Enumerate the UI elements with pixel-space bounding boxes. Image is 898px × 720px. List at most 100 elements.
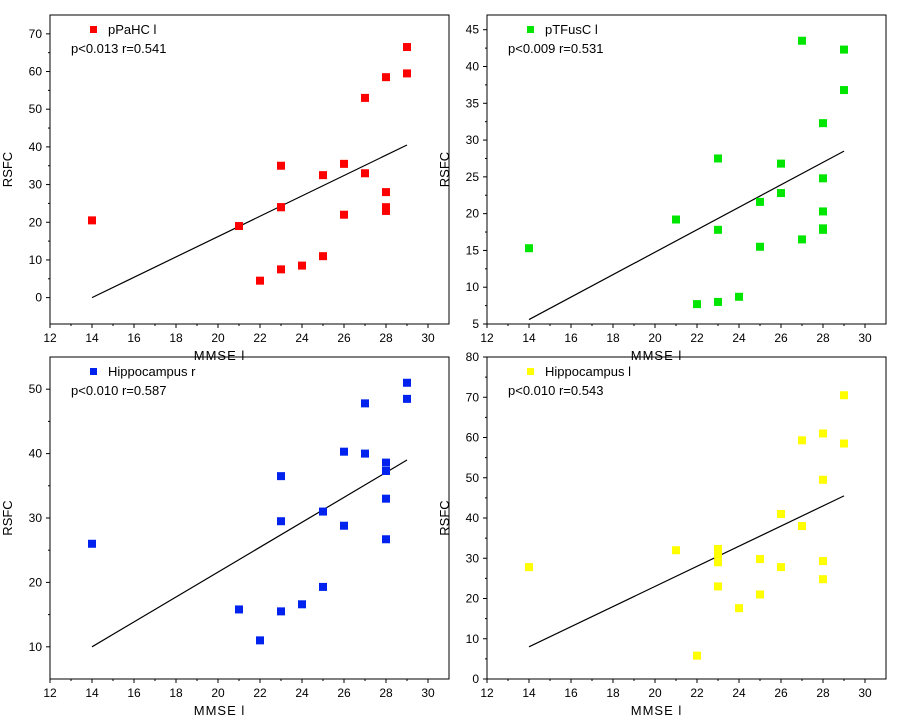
y-tick-label: 5 xyxy=(472,317,479,331)
y-axis-title: RSFC xyxy=(437,500,452,535)
data-point xyxy=(361,93,369,102)
fit-line xyxy=(91,459,408,648)
data-point xyxy=(382,206,390,215)
legend-label: pPaHC l xyxy=(108,22,157,37)
legend-label: pTFusC l xyxy=(545,22,598,37)
x-tick-label: 22 xyxy=(690,686,704,700)
data-point xyxy=(714,225,722,234)
x-tick-label: 18 xyxy=(606,331,620,345)
data-point xyxy=(88,539,96,548)
data-point xyxy=(714,544,722,553)
y-tick-label: 15 xyxy=(466,243,480,257)
x-tick-label: 30 xyxy=(421,686,435,700)
data-point xyxy=(340,447,348,456)
legend-marker xyxy=(527,26,534,33)
data-point xyxy=(672,546,680,555)
data-point xyxy=(819,575,827,584)
data-point xyxy=(525,244,533,253)
legend-marker xyxy=(527,368,534,375)
data-point xyxy=(319,171,327,180)
x-tick-label: 18 xyxy=(606,686,620,700)
y-tick-label: 0 xyxy=(472,672,479,686)
y-axis-title: RSFC xyxy=(0,152,15,187)
legend-marker xyxy=(90,368,97,375)
x-tick-label: 24 xyxy=(732,331,746,345)
panel-hippocampus-r: 12 14 16 18 20 22 24 26 28 30 10 20 30 40 50 MMSE l RSFC… xyxy=(0,356,450,718)
y-tick-label: 40 xyxy=(466,60,480,74)
data-point xyxy=(403,378,411,387)
y-tick-label: 30 xyxy=(466,133,480,147)
x-tick-label: 12 xyxy=(43,331,57,345)
data-point xyxy=(382,535,390,544)
data-point xyxy=(756,590,764,599)
data-point xyxy=(819,174,827,183)
fit-line xyxy=(528,150,845,321)
x-axis-title: MMSE l xyxy=(631,348,683,363)
data-point xyxy=(819,207,827,216)
data-point xyxy=(403,69,411,78)
x-tick-label: 12 xyxy=(43,686,57,700)
x-tick-label: 22 xyxy=(253,331,267,345)
x-tick-label: 22 xyxy=(253,686,267,700)
data-point xyxy=(819,429,827,438)
x-tick-label: 24 xyxy=(732,686,746,700)
panel-pPaHC: 12 14 16 18 20 22 24 26 28 30 0 10 20 30 40 50 60 70 MMSE … xyxy=(0,14,450,363)
x-tick-label: 18 xyxy=(169,686,183,700)
y-axis-title: RSFC xyxy=(0,500,15,535)
y-tick-label: 0 xyxy=(35,291,42,305)
y-tick-label: 70 xyxy=(466,390,480,404)
x-tick-label: 18 xyxy=(169,331,183,345)
data-point xyxy=(298,600,306,609)
y-tick-label: 70 xyxy=(29,27,43,41)
x-tick-label: 20 xyxy=(211,331,225,345)
y-tick-label: 50 xyxy=(466,471,480,485)
data-point xyxy=(840,439,848,448)
data-point xyxy=(714,297,722,306)
legend-label: Hippocampus r xyxy=(108,364,196,379)
data-point xyxy=(777,159,785,168)
data-point xyxy=(298,261,306,270)
x-tick-label: 28 xyxy=(816,686,830,700)
data-point xyxy=(756,197,764,206)
data-point xyxy=(382,494,390,503)
x-tick-label: 26 xyxy=(774,331,788,345)
data-point xyxy=(256,276,264,285)
data-point xyxy=(693,300,701,309)
data-point xyxy=(819,119,827,128)
y-tick-label: 40 xyxy=(29,447,43,461)
data-point xyxy=(735,604,743,613)
data-point xyxy=(714,558,722,567)
data-point xyxy=(798,235,806,244)
x-tick-label: 20 xyxy=(648,331,662,345)
data-point xyxy=(382,458,390,467)
x-tick-label: 20 xyxy=(648,686,662,700)
data-point xyxy=(714,154,722,163)
data-point xyxy=(277,265,285,274)
data-point xyxy=(361,169,369,178)
x-tick-label: 26 xyxy=(337,686,351,700)
x-axis-title: MMSE l xyxy=(194,348,246,363)
data-point xyxy=(235,222,243,231)
legend-marker xyxy=(90,26,97,33)
data-point xyxy=(277,161,285,170)
data-point xyxy=(403,394,411,403)
data-point xyxy=(319,252,327,261)
data-point xyxy=(319,582,327,591)
fit-line xyxy=(528,495,845,648)
stat-annotation: p<0.010 r=0.543 xyxy=(508,383,603,398)
x-tick-label: 12 xyxy=(480,331,494,345)
x-tick-label: 26 xyxy=(774,686,788,700)
x-tick-label: 26 xyxy=(337,331,351,345)
x-tick-label: 24 xyxy=(295,686,309,700)
data-point xyxy=(277,472,285,481)
x-tick-label: 12 xyxy=(480,686,494,700)
x-tick-label: 30 xyxy=(421,331,435,345)
data-point xyxy=(798,36,806,45)
data-point xyxy=(819,557,827,566)
y-tick-label: 40 xyxy=(29,140,43,154)
data-point xyxy=(382,466,390,475)
y-tick-label: 30 xyxy=(466,551,480,565)
data-point xyxy=(340,210,348,219)
x-tick-label: 30 xyxy=(858,686,872,700)
x-tick-label: 24 xyxy=(295,331,309,345)
